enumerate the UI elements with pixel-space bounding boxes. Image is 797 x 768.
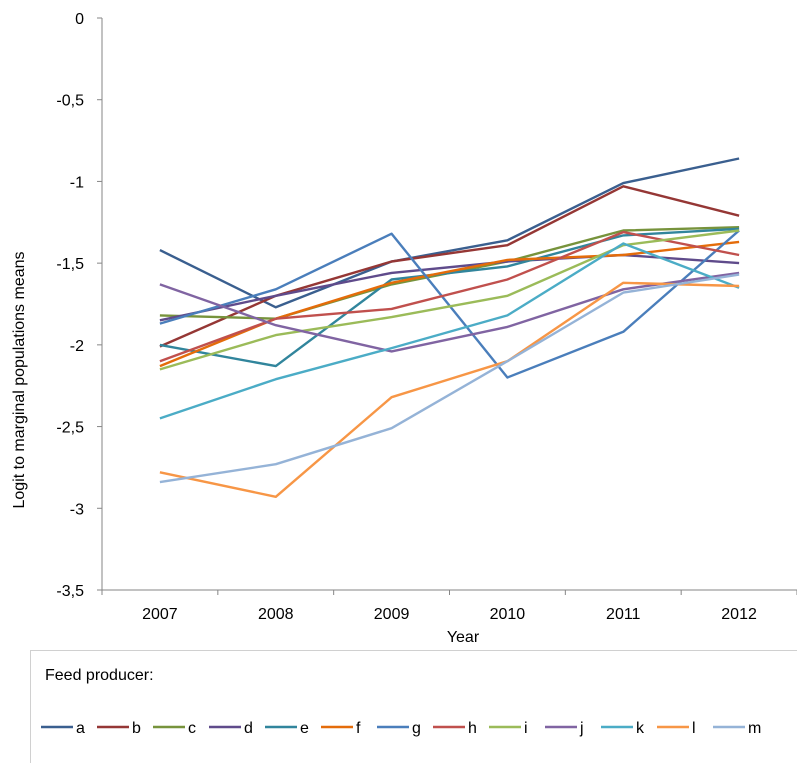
x-axis: 2007 2008 2009 2010 2011 2012 xyxy=(101,589,797,623)
legend-label-i: i xyxy=(524,720,528,737)
y-tick-label: -1 xyxy=(70,174,84,191)
legend-label-m: m xyxy=(748,720,761,737)
x-tick-label: 2008 xyxy=(258,606,294,623)
series-line-j xyxy=(159,271,740,353)
series-line-a xyxy=(159,157,740,309)
legend-label-h: h xyxy=(468,720,477,737)
legend-label-k: k xyxy=(636,720,645,737)
legend: Feed producer: a b c d e f g h i j k l m xyxy=(30,650,797,763)
legend-label-a: a xyxy=(76,720,85,737)
series-line-k xyxy=(159,242,740,420)
legend-label-c: c xyxy=(188,720,196,737)
legend-label-l: l xyxy=(692,720,696,737)
y-axis: 0 -0,5 -1 -1,5 -2 -2,5 -3 -3,5 xyxy=(56,11,103,600)
y-tick-label: -3,5 xyxy=(56,583,84,600)
series-line-e xyxy=(159,227,740,368)
series-lines xyxy=(159,157,740,498)
series-line-d xyxy=(159,253,740,322)
y-tick-label: -2,5 xyxy=(56,420,84,437)
legend-label-j: j xyxy=(579,720,584,737)
legend-label-e: e xyxy=(300,720,309,737)
series-line-h xyxy=(159,230,740,363)
legend-label-g: g xyxy=(412,720,421,737)
y-axis-label: Logit to marginal populations means xyxy=(11,251,28,508)
legend-entries: a b c d e f g h i j k l m xyxy=(41,720,761,737)
y-tick-label: -0,5 xyxy=(56,93,84,110)
series-line-i xyxy=(159,229,740,371)
y-tick-label: -2 xyxy=(70,338,84,355)
legend-label-b: b xyxy=(132,720,141,737)
y-tick-label: -3 xyxy=(70,501,84,518)
x-axis-label: Year xyxy=(447,629,480,646)
x-tick-label: 2012 xyxy=(721,606,757,623)
legend-label-f: f xyxy=(356,720,361,737)
x-tick-label: 2010 xyxy=(490,606,526,623)
x-tick-label: 2011 xyxy=(606,606,641,623)
legend-label-d: d xyxy=(244,720,253,737)
x-tick-label: 2007 xyxy=(142,606,178,623)
series-line-b xyxy=(159,185,740,348)
y-tick-label: -1,5 xyxy=(56,256,84,273)
legend-title: Feed producer: xyxy=(45,667,154,684)
y-tick-label: 0 xyxy=(75,11,84,28)
series-line-m xyxy=(159,273,740,484)
x-tick-label: 2009 xyxy=(374,606,410,623)
series-line-l xyxy=(159,281,740,498)
